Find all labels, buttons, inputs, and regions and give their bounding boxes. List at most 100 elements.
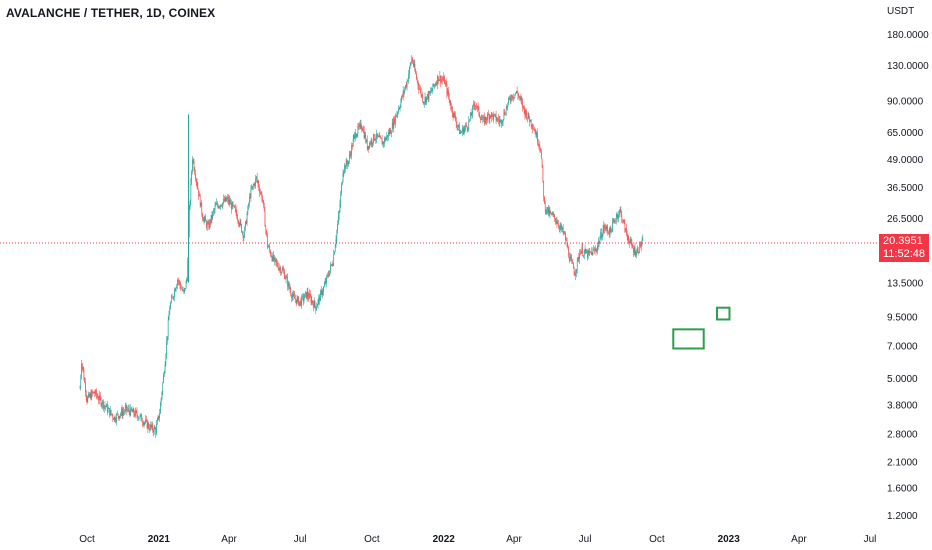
candle-body bbox=[423, 102, 425, 104]
candle-body bbox=[572, 261, 573, 264]
candle-body bbox=[339, 204, 341, 212]
candle-body bbox=[173, 296, 175, 298]
y-tick-label: 9.5000 bbox=[887, 312, 918, 323]
candle-body bbox=[620, 209, 622, 213]
candle-body bbox=[314, 300, 316, 306]
last-price-label: 20.3951 11:52:48 bbox=[879, 234, 929, 262]
candle-body bbox=[144, 422, 146, 423]
candle-body bbox=[395, 115, 396, 124]
candle-body bbox=[244, 227, 246, 238]
candle-body bbox=[412, 62, 414, 66]
candle-body bbox=[160, 404, 161, 414]
candle-body bbox=[206, 221, 207, 228]
candle-body bbox=[628, 240, 630, 244]
candle-body bbox=[540, 150, 542, 159]
candle-body bbox=[103, 401, 104, 409]
candle-body bbox=[140, 414, 142, 416]
candle-body bbox=[461, 131, 463, 133]
candle-body bbox=[108, 408, 110, 409]
candle-body bbox=[358, 126, 360, 128]
candle-body bbox=[194, 169, 196, 175]
candle-body bbox=[306, 291, 308, 299]
candle-body bbox=[310, 296, 312, 303]
candle-body bbox=[416, 78, 418, 82]
candle-body bbox=[346, 160, 348, 164]
candle-body bbox=[452, 113, 454, 117]
candle-body bbox=[361, 128, 363, 129]
candle-body bbox=[156, 424, 157, 434]
candle-body bbox=[166, 340, 167, 355]
candle-body bbox=[143, 422, 145, 425]
candle-body bbox=[363, 129, 365, 138]
candle-body bbox=[332, 264, 334, 266]
candle-body bbox=[489, 115, 491, 120]
candle-body bbox=[509, 98, 511, 101]
candle-body bbox=[110, 410, 112, 414]
candle-body bbox=[277, 266, 279, 270]
candle-body bbox=[181, 288, 183, 291]
candle-body bbox=[411, 57, 413, 63]
candle-body bbox=[199, 194, 201, 207]
rectangle-drawing[interactable] bbox=[715, 306, 731, 321]
candle-body bbox=[441, 79, 442, 83]
candle-body bbox=[573, 268, 575, 274]
candle-body bbox=[538, 144, 540, 146]
candle-body bbox=[499, 120, 501, 123]
candle-body bbox=[315, 305, 317, 311]
candle-body bbox=[501, 120, 502, 124]
x-tick-label: 2023 bbox=[718, 534, 741, 545]
candle-body bbox=[238, 223, 240, 226]
candle-body bbox=[579, 253, 580, 260]
candle-body bbox=[293, 294, 295, 296]
candle-body bbox=[530, 119, 531, 123]
candle-body bbox=[486, 120, 488, 121]
candle-body bbox=[162, 382, 164, 393]
candlestick-series bbox=[79, 55, 644, 438]
candle-body bbox=[330, 264, 331, 271]
candle-body bbox=[234, 205, 235, 208]
candle-body bbox=[268, 246, 270, 248]
candle-body bbox=[550, 211, 552, 213]
candle-body bbox=[116, 414, 118, 422]
candle-body bbox=[347, 163, 349, 165]
candle-body bbox=[359, 124, 360, 128]
x-tick-label: Apr bbox=[221, 534, 237, 545]
price-axis[interactable]: USDT 180.0000 130.0000 90.0000 65.0000 49.000… bbox=[887, 6, 929, 522]
candle-body bbox=[79, 388, 81, 389]
candle-body bbox=[267, 246, 269, 248]
candle-body bbox=[299, 300, 301, 302]
candle-body bbox=[586, 251, 587, 254]
candle-body bbox=[448, 96, 450, 100]
candle-body bbox=[457, 125, 459, 127]
candle-body bbox=[502, 119, 504, 122]
candle-body bbox=[355, 132, 356, 138]
candle-body bbox=[94, 392, 96, 395]
candle-body bbox=[595, 249, 597, 252]
candle-body bbox=[237, 218, 239, 221]
candle-body bbox=[596, 250, 598, 252]
candle-body bbox=[375, 138, 377, 140]
candle-body bbox=[443, 76, 445, 81]
candle-body bbox=[217, 205, 219, 208]
drawing-boxes bbox=[672, 306, 731, 350]
candle-body bbox=[476, 106, 478, 108]
candle-body bbox=[576, 259, 578, 270]
candle-body bbox=[439, 75, 441, 80]
candle-body bbox=[405, 85, 406, 89]
candle-body bbox=[476, 106, 477, 108]
candle-body bbox=[390, 129, 392, 134]
y-tick-label: 65.0000 bbox=[887, 128, 924, 139]
candle-body bbox=[92, 391, 94, 394]
candle-body bbox=[569, 256, 570, 262]
candle-body bbox=[275, 258, 277, 262]
candle-body bbox=[345, 165, 346, 169]
candle-body bbox=[438, 79, 440, 81]
candle-body bbox=[487, 113, 488, 121]
candle-body bbox=[581, 247, 583, 252]
candle-body bbox=[175, 287, 177, 291]
time-axis[interactable]: Oct 2021 Apr Jul Oct 2022 Apr Jul Oct 2023 Apr Jul bbox=[79, 534, 876, 545]
rectangle-drawing[interactable] bbox=[672, 328, 705, 350]
candle-body bbox=[478, 106, 480, 115]
candle-body bbox=[208, 223, 210, 229]
